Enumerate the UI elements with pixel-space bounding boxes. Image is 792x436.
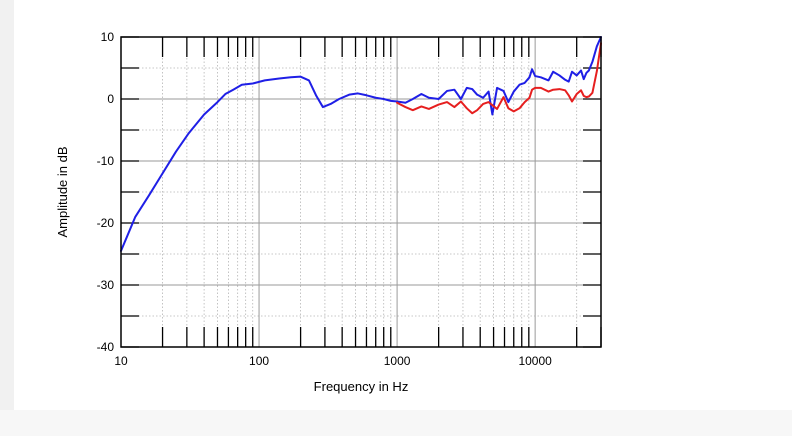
x-tick-label: 1000 <box>384 354 411 368</box>
series-line-blue <box>120 36 602 252</box>
plot-border <box>120 36 602 348</box>
bottom-margin-strip <box>0 410 792 436</box>
grid-minor <box>121 37 602 347</box>
y-tick-label: -40 <box>97 340 115 354</box>
left-margin-strip <box>0 0 14 436</box>
y-tick-label: -10 <box>97 154 115 168</box>
series-layer <box>120 36 602 252</box>
tick-marks <box>121 36 602 348</box>
y-tick-label: -30 <box>97 278 115 292</box>
x-tick-label: 100 <box>249 354 269 368</box>
x-axis-title: Frequency in Hz <box>314 379 409 394</box>
y-tick-label: -20 <box>97 216 115 230</box>
y-tick-labels: 10 0 -10 -20 -30 -40 <box>97 30 115 354</box>
x-tick-label: 10 <box>114 354 128 368</box>
x-tick-labels: 10 100 1000 10000 <box>114 354 552 368</box>
y-axis-title: Amplitude in dB <box>55 146 70 237</box>
y-tick-label: 0 <box>107 92 114 106</box>
y-tick-label: 10 <box>101 30 115 44</box>
x-tick-label: 10000 <box>518 354 552 368</box>
series-line-red <box>396 42 602 115</box>
